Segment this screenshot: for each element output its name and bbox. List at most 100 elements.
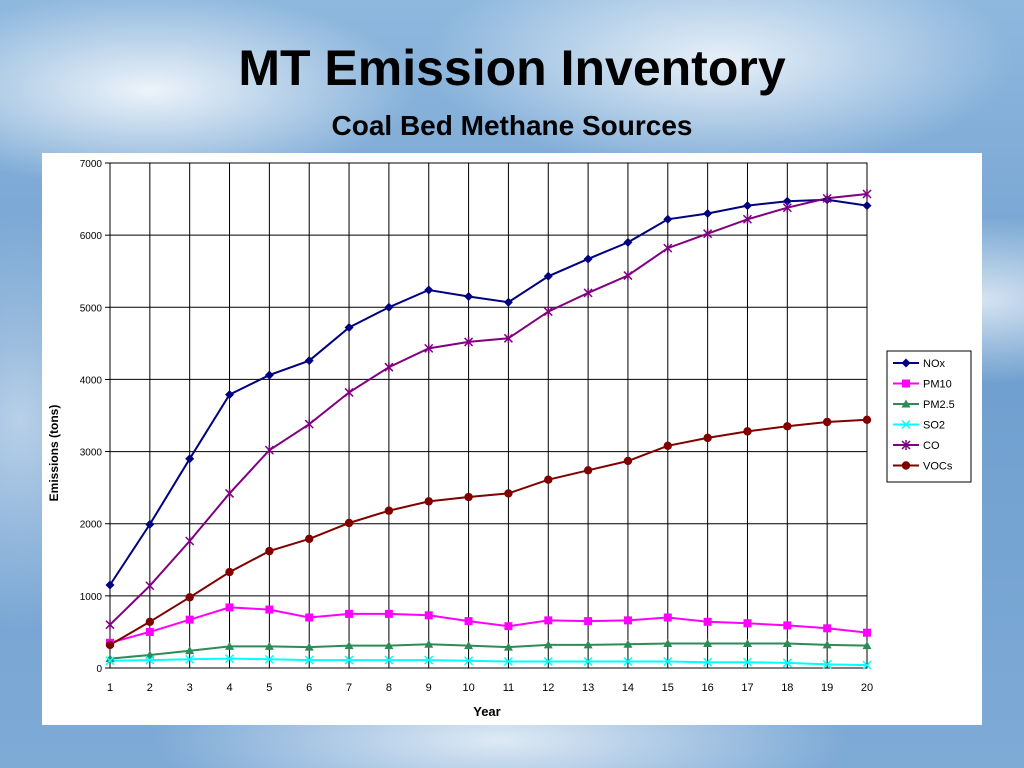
marker-stroke [105,656,115,666]
data-point-pm10 [703,617,712,626]
data-point-pm25 [105,654,115,663]
data-point-pm10 [145,627,154,636]
chart-panel: 1 2 3 4 5 6 7 8 9 10 11 12 13 14 15 16 17 18 19 20 0 1000 2000… [42,153,982,725]
data-point-pm10 [384,609,393,618]
data-point-nox [583,254,593,264]
data-point-pm25 [862,641,872,650]
y-axis-label: Emissions (tons) [47,405,61,502]
legend-box [886,350,972,483]
marker-stroke [145,655,155,665]
legend-marker-co [901,440,911,450]
marker-stroke [264,654,274,664]
data-point-vocs [862,415,872,425]
legend-marker-pm10 [902,379,910,388]
data-point-co [344,387,354,398]
plot-area [109,162,868,669]
data-point-co [105,619,115,630]
data-point-pm25 [583,640,593,649]
data-point-pm25 [304,642,314,651]
data-point-so2 [623,656,633,667]
data-point-vocs [384,506,394,515]
marker-stroke [424,655,434,665]
data-point-pm10 [663,613,672,622]
data-point-vocs [305,534,314,544]
marker-stroke [503,656,513,667]
x-tick-label: 7 [346,682,352,694]
y-tick-label: 3000 [80,448,103,459]
data-point-vocs [225,567,234,577]
series-line-pm10 [109,606,868,644]
data-point-vocs [583,466,593,475]
data-point-so2 [503,656,513,667]
y-tick-label: 0 [96,664,102,675]
legend-label-vocs: VOCs [923,461,953,473]
data-point-vocs [783,422,792,431]
legend: NOx PM10 PM2.5 SO2 CO VOCs [886,350,972,483]
data-point-pm10 [544,616,553,625]
data-point-co [264,445,274,456]
data-point-pm25 [782,638,792,647]
marker-stroke [384,655,394,665]
data-point-nox [742,201,752,211]
x-tick-label: 8 [386,682,392,694]
slide-title: MT Emission Inventory [238,40,786,96]
x-tick-label: 11 [503,682,514,694]
data-point-pm25 [344,641,354,650]
legend-label-pm25: PM2.5 [923,399,955,411]
data-point-so2 [543,656,553,667]
y-tick-label: 5000 [80,303,103,314]
legend-marker-vocs [901,461,911,470]
marker-stroke [464,656,474,666]
data-point-nox [543,271,553,281]
data-point-so2 [145,655,155,665]
x-tick-label: 17 [741,682,753,694]
y-tick-label: 4000 [80,375,103,386]
data-point-nox [264,370,274,380]
data-point-so2 [264,654,274,664]
data-point-nox [304,356,314,366]
emissions-line-chart: 1 2 3 4 5 6 7 8 9 10 11 12 13 14 15 16 17 18 19 20010002000… [47,159,972,719]
data-point-co [742,214,753,225]
marker-stroke [344,655,354,665]
data-point-vocs [504,489,513,498]
data-point-co [862,189,872,200]
data-point-vocs [344,518,354,528]
x-tick-label: 3 [187,682,193,694]
data-point-so2 [424,655,434,665]
data-point-co [304,419,314,430]
data-point-pm25 [264,641,274,650]
data-point-co [424,343,434,354]
data-point-pm10 [305,613,314,622]
data-point-nox [344,322,354,332]
data-point-co [503,333,513,344]
data-point-vocs [544,475,553,484]
data-point-co [663,243,673,254]
x-tick-label: 14 [622,682,634,694]
series-line-nox [109,198,868,586]
marker-stroke [782,658,792,668]
legend-label-co: CO [923,440,940,452]
data-point-vocs [743,427,752,436]
data-point-so2 [344,655,354,665]
data-point-so2 [464,656,474,666]
x-tick-label: 4 [226,682,232,694]
x-tick-label: 18 [781,682,793,694]
marker-stroke [742,657,753,667]
data-point-nox [503,297,513,307]
data-point-co [384,362,394,373]
slide-subtitle: Coal Bed Methane Sources [331,110,693,141]
series-line-vocs [109,418,868,646]
data-point-pm10 [584,617,593,626]
data-point-co [543,306,553,317]
x-tick-label: 1 [107,682,113,694]
data-point-vocs [424,497,433,506]
data-point-pm10 [863,628,871,637]
marker-stroke [663,656,673,667]
data-point-pm10 [185,615,194,624]
data-point-nox [225,390,235,400]
data-point-co [464,336,474,347]
data-point-nox [145,519,155,529]
x-tick-label: 5 [266,682,272,694]
data-point-pm10 [225,603,234,612]
data-point-vocs [822,417,832,427]
